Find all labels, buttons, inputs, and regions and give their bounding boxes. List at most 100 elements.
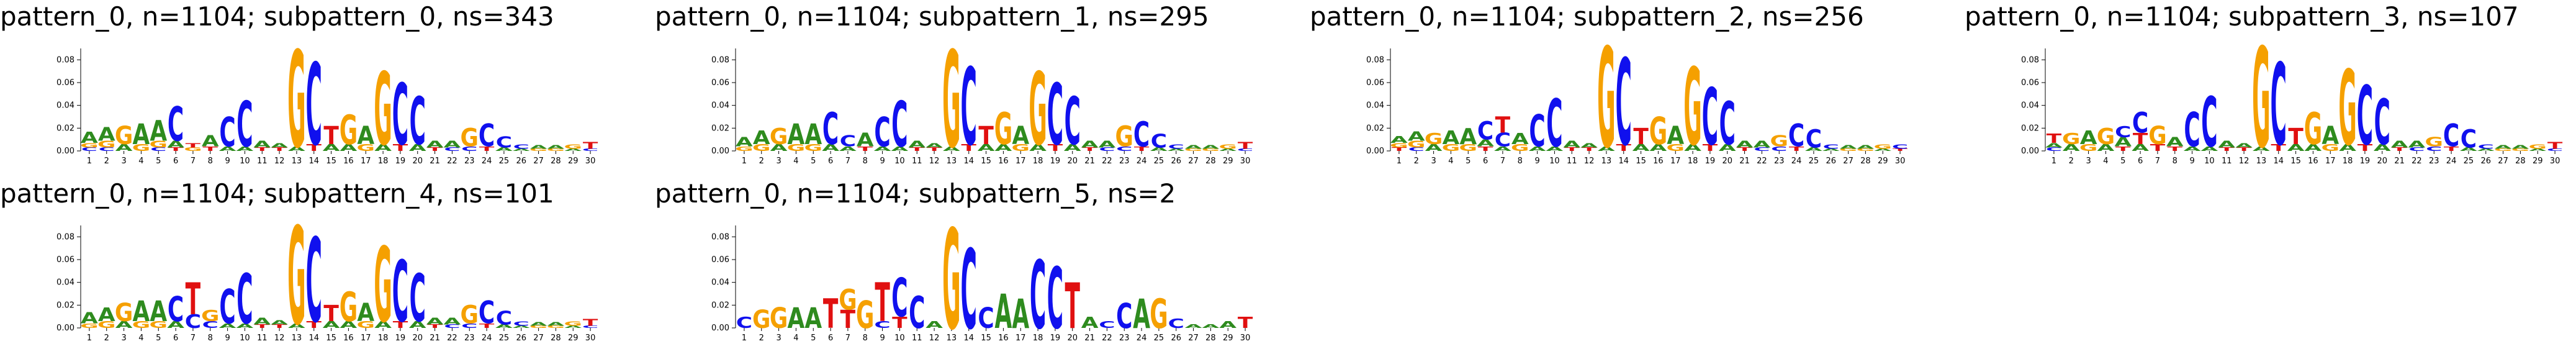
logo-letter-C: C [81,147,97,152]
y-tick-label: 0.08 [711,55,729,65]
x-tick-label: 20 [412,334,423,343]
logo-letter-A: A [943,145,961,152]
x-tick-label: 15 [981,157,991,166]
logo-letter-A: A [115,319,133,330]
logo-letter-A: A [995,142,1013,153]
x-tick-label: 19 [1050,157,1061,166]
logo-letter-A: A [1219,148,1236,152]
logo-letter-T: T [254,147,270,152]
x-tick-label: 16 [343,157,354,166]
logo-letter-A: A [236,322,254,329]
logo-letter-G: G [287,199,305,354]
logo-letter-A: A [236,145,254,152]
logo-letter-A: A [2201,145,2219,152]
logo-letter-A: A [426,316,444,327]
logo-letter-A: A [1168,148,1185,152]
panel-title: pattern_0, n=1104; subpattern_1, ns=295 [655,1,1209,32]
logo-letter-G: G [1683,46,1701,170]
x-tick-label: 18 [378,157,389,166]
x-tick-label: 30 [2550,157,2560,166]
logo-letter-A: A [2460,147,2477,152]
logo-letter-G: G [2079,142,2097,153]
y-tick-label: 0.02 [711,301,729,310]
logo-letter-A: A [1598,145,1616,152]
logo-letter-A: A [1529,145,1547,152]
x-tick-label: 23 [1774,157,1785,166]
logo-letter-A: A [2287,142,2305,153]
logo-letter-G: G [1839,148,1857,152]
x-tick-label: 19 [395,334,406,343]
x-tick-label: 28 [2515,157,2526,166]
x-tick-label: 24 [1791,157,1802,166]
x-tick-label: 27 [533,334,544,343]
logo-letter-A: A [1667,121,1684,150]
logo-letter-G: G [340,284,358,332]
logo-letter-A: A [513,148,530,152]
sequence-logo-chart: 0.000.020.040.060.081 2 3 4 5 6 7 8 9 10 11 12 13 14 1… [711,201,1253,354]
x-tick-label: 27 [1188,334,1199,343]
logo-letter-A: A [2184,145,2202,152]
logo-letter-G: G [839,284,857,317]
logo-panel-5: pattern_0, n=1104; subpattern_5, ns=2 0.… [655,177,1276,354]
x-tick-label: 11 [912,157,922,166]
logo-letter-C: C [1495,129,1511,150]
logo-letter-G: G [115,121,133,150]
logo-letter-A: A [1390,134,1408,145]
logo-letter-G: G [529,148,547,152]
logo-letter-A: A [736,135,753,149]
logo-letter-A: A [2477,148,2495,152]
logo-letter-A: A [1650,142,1668,153]
logo-letter-C: C [496,134,512,152]
x-tick-label: 25 [2464,157,2474,166]
y-tick-label: 0.02 [2021,124,2039,133]
logo-letter-C: C [1806,125,1822,153]
logo-letter-G: G [374,52,392,168]
logo-letter-T: T [2444,145,2459,152]
logo-letter-A: A [2495,145,2512,150]
x-tick-label: 2 [104,334,109,343]
x-tick-label: 11 [912,334,922,343]
logo-letter-A: A [788,302,805,335]
logo-letter-C: C [961,226,977,353]
x-tick-label: 12 [1584,157,1595,166]
x-tick-label: 16 [998,157,1009,166]
x-tick-label: 16 [2308,157,2318,166]
logo-panel-1: pattern_0, n=1104; subpattern_1, ns=295 … [655,0,1276,178]
logo-panel-0: pattern_0, n=1104; subpattern_0, ns=343 … [0,0,621,178]
logo-letter-G: G [1770,132,1788,150]
x-tick-label: 8 [208,157,213,166]
x-tick-label: 9 [225,157,230,166]
logo-letter-A: A [133,295,150,328]
y-tick-label: 0.00 [711,147,729,156]
logo-letter-G: G [357,142,375,153]
logo-letter-C: C [736,314,752,332]
logo-letter-A: A [1857,145,1875,150]
x-tick-label: 21 [430,334,440,343]
logo-letter-A: A [804,118,822,151]
x-tick-label: 15 [1636,157,1646,166]
x-tick-label: 14 [1618,157,1629,166]
y-tick-label: 0.06 [56,255,74,265]
logo-letter-T: T [427,324,443,329]
logo-letter-A: A [253,139,271,150]
x-tick-label: 24 [1137,334,1147,343]
logo-letter-A: A [822,142,840,153]
logo-letter-C: C [1529,106,1545,157]
logo-letter-T: T [427,147,443,152]
logo-letter-C: C [496,307,512,329]
logo-letter-A: A [495,147,513,152]
logo-letter-C: C [392,67,408,165]
logo-letter-T: T [875,273,890,334]
x-tick-label: 26 [1171,157,1181,166]
logo-letter-A: A [2391,139,2409,150]
logo-letter-C: C [392,244,408,342]
x-tick-label: 30 [1895,157,1906,166]
logo-letter-C: C [410,260,426,337]
y-tick-label: 0.08 [56,232,74,242]
x-tick-label: 13 [947,157,957,166]
x-tick-label: 29 [1223,157,1233,166]
x-tick-label: 15 [326,157,336,166]
x-tick-label: 8 [208,334,213,343]
logo-letter-G: G [132,142,150,153]
logo-letter-C: C [1116,296,1132,336]
